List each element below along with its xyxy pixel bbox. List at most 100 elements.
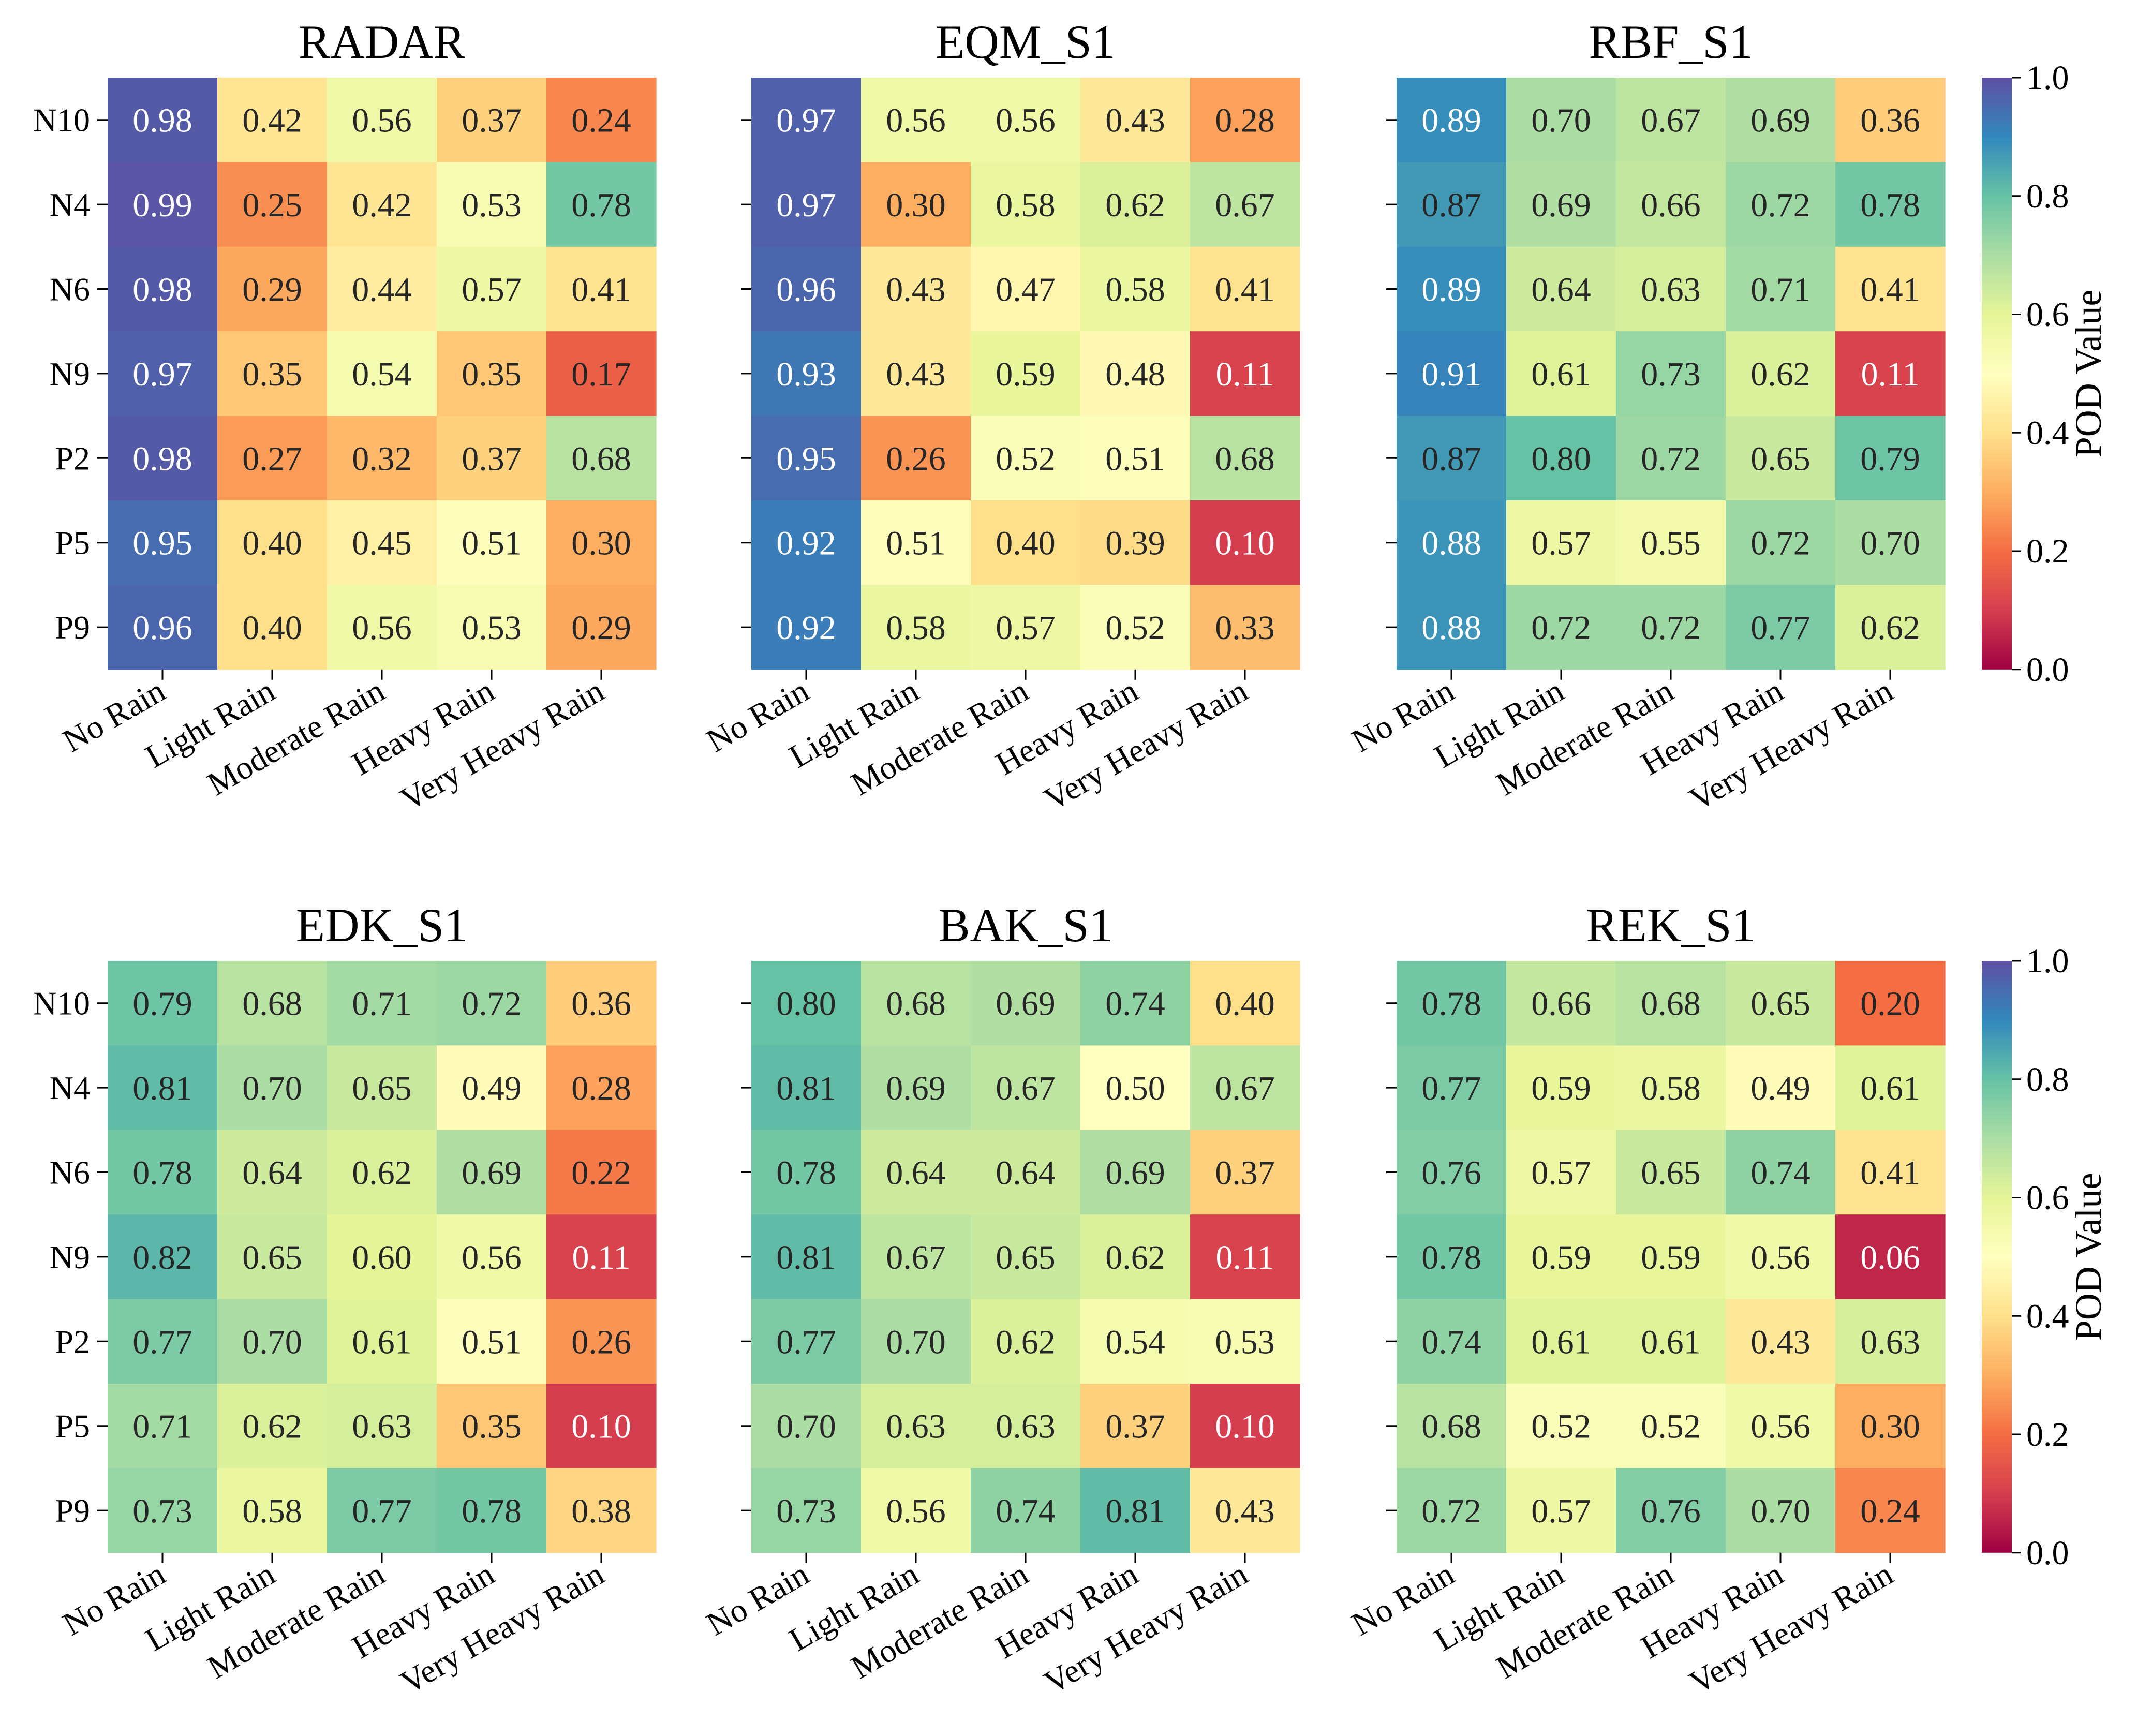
- cell-value-label: 0.37: [462, 102, 522, 140]
- heatmap-cell: [1190, 162, 1300, 247]
- cell-value-label: 0.77: [132, 1323, 192, 1361]
- heatmap-cell: [1506, 1468, 1616, 1553]
- heatmap-cell: [437, 1214, 547, 1300]
- cell-value-label: 0.76: [1641, 1492, 1701, 1530]
- heatmap-cell: [1397, 585, 1507, 670]
- heatmap-cell: [1397, 1130, 1507, 1215]
- heatmap-cell: [546, 1214, 657, 1300]
- heatmap-cell: [327, 416, 437, 501]
- heatmap-cell: [327, 1384, 437, 1468]
- heatmap-cell: [751, 1384, 862, 1468]
- cell-value-label: 0.61: [1860, 1070, 1920, 1107]
- colorbar-label: POD Value: [2068, 1173, 2109, 1341]
- cell-value-label: 0.41: [1860, 271, 1920, 309]
- heatmap-cell: [437, 1130, 547, 1215]
- cell-value-label: 0.22: [571, 1154, 631, 1192]
- heatmap-cell: [1616, 162, 1726, 247]
- cell-value-label: 0.56: [1750, 1239, 1810, 1277]
- cell-value-label: 0.71: [132, 1408, 192, 1446]
- heatmap-cell: [327, 162, 437, 247]
- heatmap-cell: [217, 961, 328, 1046]
- cell-value-label: 0.68: [1215, 440, 1275, 478]
- panel-title: EQM_S1: [936, 16, 1116, 68]
- heatmap-cell: [108, 1299, 218, 1384]
- cell-value-label: 0.59: [1531, 1239, 1591, 1277]
- cell-value-label: 0.41: [571, 271, 631, 309]
- cell-value-label: 0.92: [776, 525, 836, 562]
- cell-value-label: 0.62: [996, 1323, 1056, 1361]
- heatmap-cell: [1726, 500, 1836, 585]
- heatmap-cell: [437, 1384, 547, 1468]
- cell-value-label: 0.78: [132, 1154, 192, 1192]
- cell-value-label: 0.24: [571, 102, 631, 140]
- heatmap-cell: [108, 961, 218, 1046]
- heatmap-cell: [1397, 78, 1507, 162]
- cell-value-label: 0.78: [1421, 985, 1481, 1023]
- cell-value-label: 0.61: [1641, 1323, 1701, 1361]
- cell-value-label: 0.26: [571, 1323, 631, 1361]
- heatmap-cell: [437, 416, 547, 501]
- heatmap-cell: [108, 1214, 218, 1300]
- heatmap-cell: [437, 78, 547, 162]
- cell-value-label: 0.54: [352, 355, 412, 393]
- heatmap-cell: [1506, 416, 1616, 501]
- heatmap-cell: [217, 416, 328, 501]
- heatmap-cell: [217, 1045, 328, 1131]
- heatmap-cell: [1616, 961, 1726, 1046]
- heatmap-cell: [327, 331, 437, 417]
- heatmap-cell: [1397, 162, 1507, 247]
- heatmap-cell: [1616, 1130, 1726, 1215]
- heatmap-cell: [1835, 961, 1946, 1046]
- cell-value-label: 0.69: [462, 1154, 522, 1192]
- colorbar-tick-label: 0.2: [2026, 532, 2069, 570]
- cell-value-label: 0.72: [1750, 525, 1810, 562]
- heatmap-cell: [217, 1130, 328, 1215]
- cell-value-label: 0.24: [1860, 1492, 1920, 1530]
- cell-value-label: 0.43: [1215, 1492, 1275, 1530]
- heatmap-cell: [1506, 585, 1616, 670]
- cell-value-label: 0.50: [1105, 1070, 1165, 1107]
- heatmap-cell: [971, 1130, 1081, 1215]
- colorbar-2: 0.0 0.2 0.4 0.6 0.8 1.0 POD Value: [1982, 942, 2109, 1572]
- heatmap-cell: [971, 331, 1081, 417]
- heatmap-cell: [1616, 78, 1726, 162]
- heatmap-cell: [437, 961, 547, 1046]
- cell-value-label: 0.72: [1641, 440, 1701, 478]
- heatmap-cell: [861, 500, 971, 585]
- heatmap-cell: [1080, 585, 1191, 670]
- colorbar-1: 0.0 0.2 0.4 0.6 0.8 1.0 POD Value: [1982, 59, 2109, 689]
- heatmap-cell: [1397, 1468, 1507, 1553]
- cell-value-label: 0.36: [1860, 102, 1920, 140]
- cell-value-label: 0.45: [352, 525, 412, 562]
- cell-value-label: 0.71: [352, 985, 412, 1023]
- cell-value-label: 0.81: [1105, 1492, 1165, 1530]
- cell-value-label: 0.74: [996, 1492, 1056, 1530]
- heatmap-cell: [861, 1468, 971, 1553]
- cell-value-label: 0.59: [1531, 1070, 1591, 1107]
- heatmap-cell: [1080, 1130, 1191, 1215]
- cell-value-label: 0.62: [1750, 355, 1810, 393]
- heatmap-cell: [1397, 500, 1507, 585]
- cell-value-label: 0.10: [1215, 525, 1275, 562]
- heatmap-cell: [327, 1299, 437, 1384]
- cell-value-label: 0.81: [776, 1239, 836, 1277]
- cell-value-label: 0.71: [1750, 271, 1810, 309]
- colorbar-tick-label: 0.4: [2026, 1297, 2069, 1335]
- heatmap-cell: [751, 1299, 862, 1384]
- cell-value-label: 0.67: [1215, 186, 1275, 224]
- cell-value-label: 0.43: [1105, 102, 1165, 140]
- cell-value-label: 0.64: [886, 1154, 946, 1192]
- cell-value-label: 0.87: [1421, 186, 1481, 224]
- cell-value-label: 0.35: [462, 1408, 522, 1446]
- heatmap-cell: [1726, 1299, 1836, 1384]
- heatmap-cell: [861, 585, 971, 670]
- cell-value-label: 0.52: [1105, 609, 1165, 647]
- heatmap-cell: [1506, 162, 1616, 247]
- heatmap-cell: [861, 1384, 971, 1468]
- cell-value-label: 0.62: [242, 1408, 302, 1446]
- heatmap-cell: [546, 331, 657, 417]
- cell-value-label: 0.64: [996, 1154, 1056, 1192]
- cell-value-label: 0.97: [776, 102, 836, 140]
- heatmap-cell: [1080, 331, 1191, 417]
- heatmap-cell: [1190, 1468, 1300, 1553]
